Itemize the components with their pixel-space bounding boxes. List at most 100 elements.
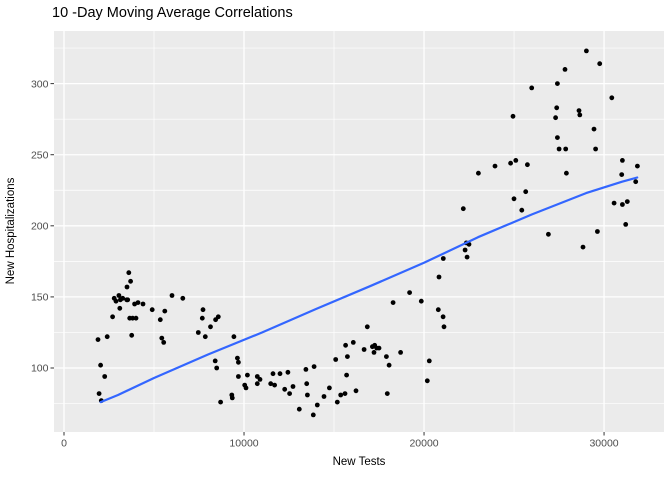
data-point [245,372,250,378]
data-point [564,170,569,176]
data-point [159,335,165,341]
data-point [635,163,640,169]
data-point [287,391,292,396]
data-point [418,298,424,304]
data-point [441,324,447,330]
data-point [120,295,126,301]
data-point [327,385,332,391]
data-point [125,297,131,303]
data-point [334,399,340,405]
data-point [117,305,123,311]
data-point [305,392,310,398]
data-point [580,244,586,250]
data-point [162,308,168,314]
data-point [361,347,367,352]
data-point [440,314,446,320]
data-point [556,146,562,152]
data-point [235,355,240,361]
data-point [476,170,481,176]
chart-title: 10 -Day Moving Average Correlations [52,5,293,21]
x-tick-label: 10000 [229,438,258,450]
y-tick-label: 200 [31,221,49,233]
data-point [290,384,296,389]
data-point [376,345,382,351]
data-point [270,371,276,377]
data-point [218,399,224,405]
data-point [157,317,163,323]
data-point [619,172,625,178]
data-point [611,200,617,206]
data-point [464,254,470,260]
data-point [96,391,102,396]
data-point [624,199,630,205]
data-point [597,61,603,67]
data-point [609,95,615,101]
data-point [296,406,302,412]
x-axis-title: New Tests [332,456,386,468]
data-point [110,314,115,320]
data-point [553,115,558,121]
data-point [310,412,316,418]
data-point [577,112,583,118]
data-point [311,364,317,369]
data-point [620,158,625,163]
data-point [199,315,205,321]
data-point [462,247,468,253]
data-point [343,342,348,348]
data-point [510,113,516,119]
data-point [525,162,530,168]
data-point [95,337,101,342]
data-point [133,315,139,321]
data-point [350,340,356,345]
data-point [214,365,220,371]
data-point [321,394,327,399]
x-tick-label: 30000 [589,438,618,450]
data-point [116,293,122,298]
data-point [243,385,249,391]
data-point [285,369,291,375]
data-point [460,206,466,212]
data-point [398,350,403,355]
data-point [303,367,309,372]
data-point [272,382,277,388]
data-point [426,358,432,364]
data-point [104,334,110,340]
data-point [202,334,208,340]
data-point [236,359,241,365]
data-point [140,301,146,307]
data-point [130,315,136,321]
data-point [345,354,350,359]
data-point [314,402,320,408]
data-point [386,362,392,368]
data-point [593,146,598,152]
y-tick-label: 100 [31,363,49,375]
data-point [435,307,441,313]
data-point [212,358,218,364]
data-point [562,67,568,72]
data-point [231,334,237,340]
data-point [492,163,498,169]
data-point [620,202,625,207]
data-point [529,85,535,91]
data-point [633,179,639,185]
data-point [436,274,442,280]
data-point [424,378,430,384]
data-point [364,324,370,330]
data-point [519,207,525,213]
trend-line [99,176,639,404]
data-point [180,295,186,301]
data-point [555,135,560,141]
data-point [128,278,134,284]
data-point [523,189,529,195]
data-point [384,354,389,359]
data-point [513,158,519,163]
y-tick-label: 300 [31,78,49,90]
data-point [236,374,241,379]
data-point [149,307,155,313]
data-point [371,350,377,355]
data-point [102,374,108,379]
data-point [591,126,597,132]
data-point [200,307,206,313]
data-point [546,231,551,237]
